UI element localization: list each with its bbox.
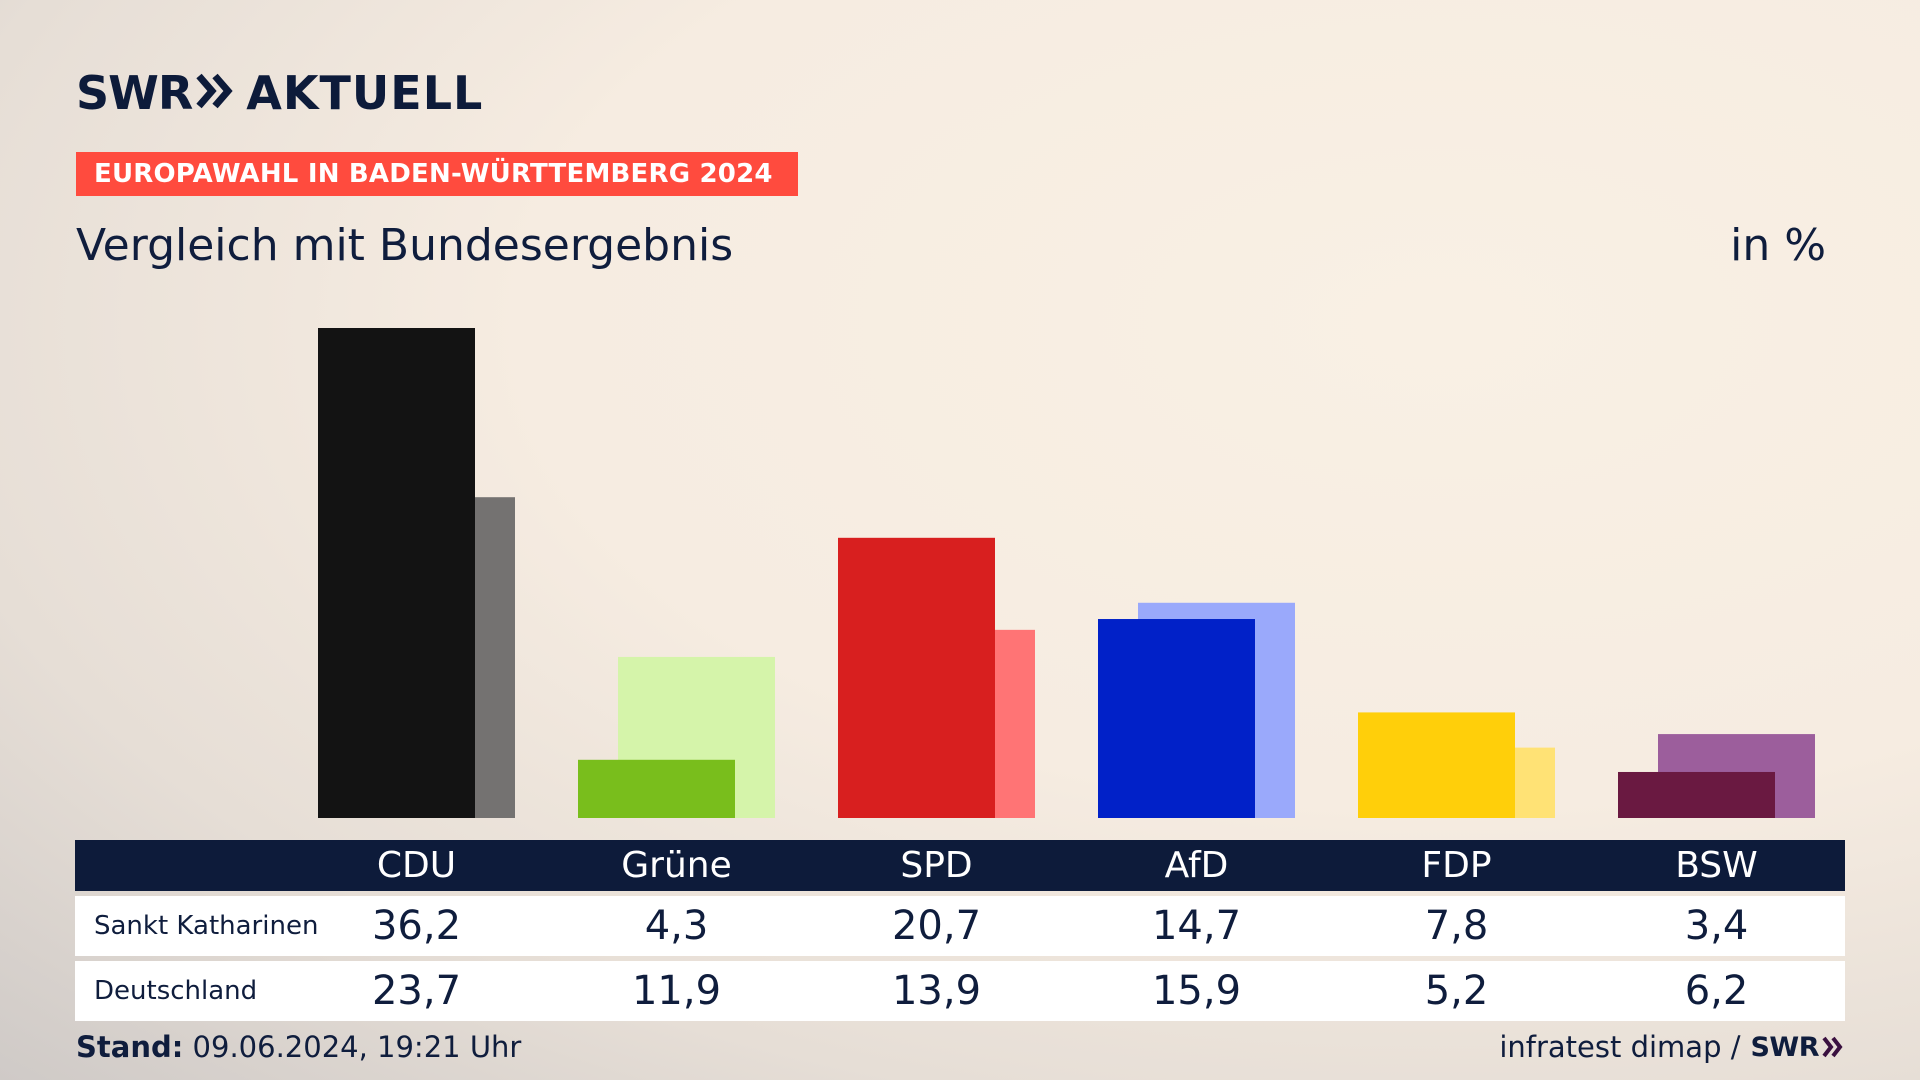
bar-national-3 [1138,602,1295,818]
source-swr-text: SWR [1750,1031,1819,1063]
value-national-4: 5,2 [1424,968,1489,1014]
value-local-2: 20,7 [891,903,982,949]
bar-national-1 [618,656,775,818]
bar-local-2 [838,537,995,818]
table-row: Deutschland 23,7 11,9 13,9 15,9 5,2 6,2 [75,961,1845,1021]
source-text: infratest dimap / [1499,1030,1741,1064]
unit-label: in % [1730,220,1826,271]
table-row: Sankt Katharinen 36,2 4,3 20,7 14,7 7,8 3,4 [75,896,1845,956]
swr-aktuell-logo: SWR AKTUELL [76,66,484,120]
double-chevron-icon [196,73,234,113]
party-header-2: SPD [900,845,973,886]
bar-national-5 [1658,734,1815,818]
party-header-1: Grüne [621,845,732,886]
bar-local-3 [1098,619,1255,818]
bar-local-4 [1358,712,1515,818]
value-national-2: 13,9 [891,968,982,1014]
value-national-3: 15,9 [1151,968,1242,1014]
double-chevron-icon [1822,1036,1844,1058]
value-local-4: 7,8 [1424,903,1489,949]
party-header-5: BSW [1675,845,1758,886]
row-label-national: Deutschland [94,976,258,1006]
logo-swr-text: SWR [76,66,193,120]
logo-aktuell-text: AKTUELL [246,66,484,120]
bar-local-0 [318,328,475,818]
value-local-0: 36,2 [371,903,462,949]
results-table: CDU Grüne SPD AfD FDP BSW Sankt Katharinen 36… [75,840,1845,1021]
value-national-0: 23,7 [371,968,462,1014]
value-local-5: 3,4 [1684,903,1749,949]
bar-national-2 [878,629,1035,818]
bar-local-5 [1618,771,1775,818]
election-banner: EUROPAWAHL IN BADEN-WÜRTTEMBERG 2024 [76,152,798,196]
source-credit: infratest dimap / SWR [1499,1030,1844,1064]
bar-national-4 [1398,747,1555,818]
value-local-3: 14,7 [1151,903,1242,949]
table-header: CDU Grüne SPD AfD FDP BSW [75,840,1845,891]
party-header-4: FDP [1421,845,1492,886]
stand-label: Stand: [76,1030,184,1064]
bar-national-0 [358,497,515,818]
timestamp: Stand: 09.06.2024, 19:21 Uhr [76,1030,521,1064]
row-label-local: Sankt Katharinen [94,911,319,941]
value-local-1: 4,3 [644,903,709,949]
chart-subtitle: Vergleich mit Bundesergebnis [76,220,734,271]
value-national-5: 6,2 [1684,968,1749,1014]
party-header-0: CDU [376,845,457,886]
bar-local-1 [578,759,735,818]
party-header-3: AfD [1164,845,1229,886]
value-national-1: 11,9 [631,968,722,1014]
stand-value: 09.06.2024, 19:21 Uhr [192,1030,522,1064]
